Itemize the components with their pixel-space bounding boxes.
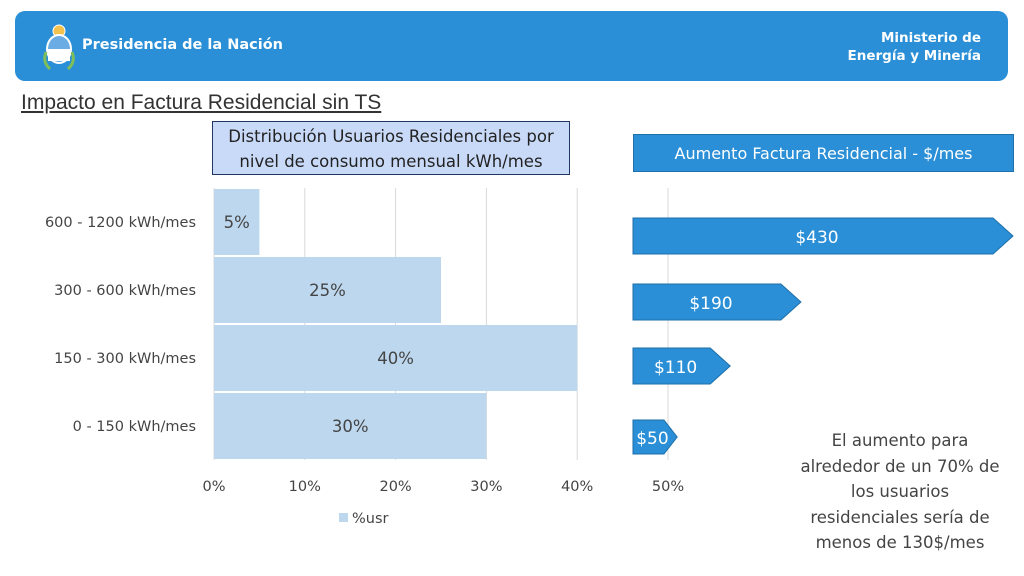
page-title: Impacto en Factura Residencial sin TS: [21, 91, 382, 114]
data-label: 30%: [332, 417, 369, 436]
argentina-coat-of-arms-icon: [43, 24, 75, 71]
category-label: 600 - 1200 kWh/mes: [45, 215, 196, 231]
header-banner: [15, 11, 1008, 81]
data-label: 25%: [309, 281, 346, 300]
x-tick-label: 0%: [202, 479, 225, 495]
ministry-line-1: Ministerio de: [880, 30, 981, 46]
distribution-chart-title-line-1: Distribución Usuarios Residenciales por: [228, 127, 554, 146]
bar: [214, 393, 487, 459]
increase-chart-title: Aumento Factura Residencial - $/mes: [633, 134, 1014, 172]
increase-value-label: $430: [795, 228, 838, 248]
increase-arrow: [632, 283, 802, 321]
distribution-chart-title-line-2: nivel de consumo mensual kWh/mes: [239, 152, 543, 171]
increase-arrow: [632, 347, 731, 385]
legend-swatch: [339, 513, 348, 522]
data-label: 5%: [224, 213, 250, 232]
category-label: 300 - 600 kWh/mes: [54, 283, 196, 299]
x-tick-label: 20%: [379, 479, 411, 495]
increase-arrow: [632, 419, 678, 455]
category-label: 150 - 300 kWh/mes: [54, 351, 196, 367]
summary-note: El aumento para alrededor de un 70% de l…: [800, 431, 1000, 552]
bar: [214, 325, 578, 391]
government-name: Presidencia de la Nación: [82, 37, 283, 53]
bar: [214, 257, 441, 323]
category-label: 0 - 150 kWh/mes: [73, 419, 196, 435]
increase-value-label: $50: [636, 429, 668, 449]
data-label: 40%: [377, 349, 414, 368]
x-tick-label: 30%: [470, 479, 502, 495]
x-tick-label: 50%: [652, 479, 684, 495]
distribution-chart-title: Distribución Usuarios Residenciales por …: [212, 121, 570, 175]
ministry-line-2: Energía y Minería: [847, 48, 981, 64]
bar: [214, 189, 260, 255]
x-tick-label: 40%: [561, 479, 593, 495]
increase-arrow: [632, 217, 1014, 255]
increase-value-label: $190: [689, 294, 732, 314]
increase-value-label: $110: [654, 358, 697, 378]
legend-label: %usr: [352, 511, 389, 527]
x-tick-label: 10%: [289, 479, 321, 495]
ministry-name: Ministerio de Energía y Minería: [848, 29, 981, 65]
